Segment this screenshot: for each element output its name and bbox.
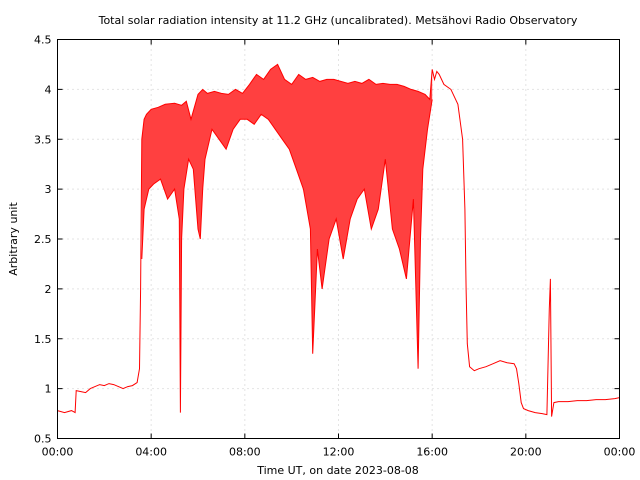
y-tick-label: 3 [45, 183, 52, 196]
y-tick-label: 1.5 [34, 333, 52, 346]
x-tick-label: 00:00 [604, 446, 636, 459]
y-axis-label: Arbitrary unit [7, 202, 20, 276]
x-tick-label: 16:00 [416, 446, 448, 459]
y-tick-label: 1 [45, 383, 52, 396]
chart-title: Total solar radiation intensity at 11.2 … [98, 14, 578, 27]
plot-data [57, 63, 620, 417]
x-tick-label: 00:00 [42, 446, 74, 459]
x-axis-label: Time UT, on date 2023-08-08 [256, 464, 419, 477]
y-tick-labels: 0.5 1 1.5 2 2.5 3 3.5 4 4.5 [34, 34, 52, 446]
x-tick-labels: 00:00 04:00 08:00 12:00 16:00 20:00 00:00 [42, 446, 636, 459]
x-tick-label: 04:00 [135, 446, 167, 459]
x-tick-label: 12:00 [323, 446, 355, 459]
y-tick-label: 0.5 [34, 433, 52, 446]
y-tick-label: 2 [45, 283, 52, 296]
signal-line-lower [141, 99, 433, 413]
axis-ticks [57, 39, 620, 439]
x-tick-label: 08:00 [229, 446, 261, 459]
y-tick-label: 2.5 [34, 233, 52, 246]
signal-line-upper [57, 63, 620, 417]
y-tick-label: 3.5 [34, 133, 52, 146]
x-tick-label: 20:00 [510, 446, 542, 459]
y-tick-label: 4.5 [34, 34, 52, 47]
y-tick-label: 4 [45, 83, 52, 96]
signal-band [141, 64, 433, 413]
